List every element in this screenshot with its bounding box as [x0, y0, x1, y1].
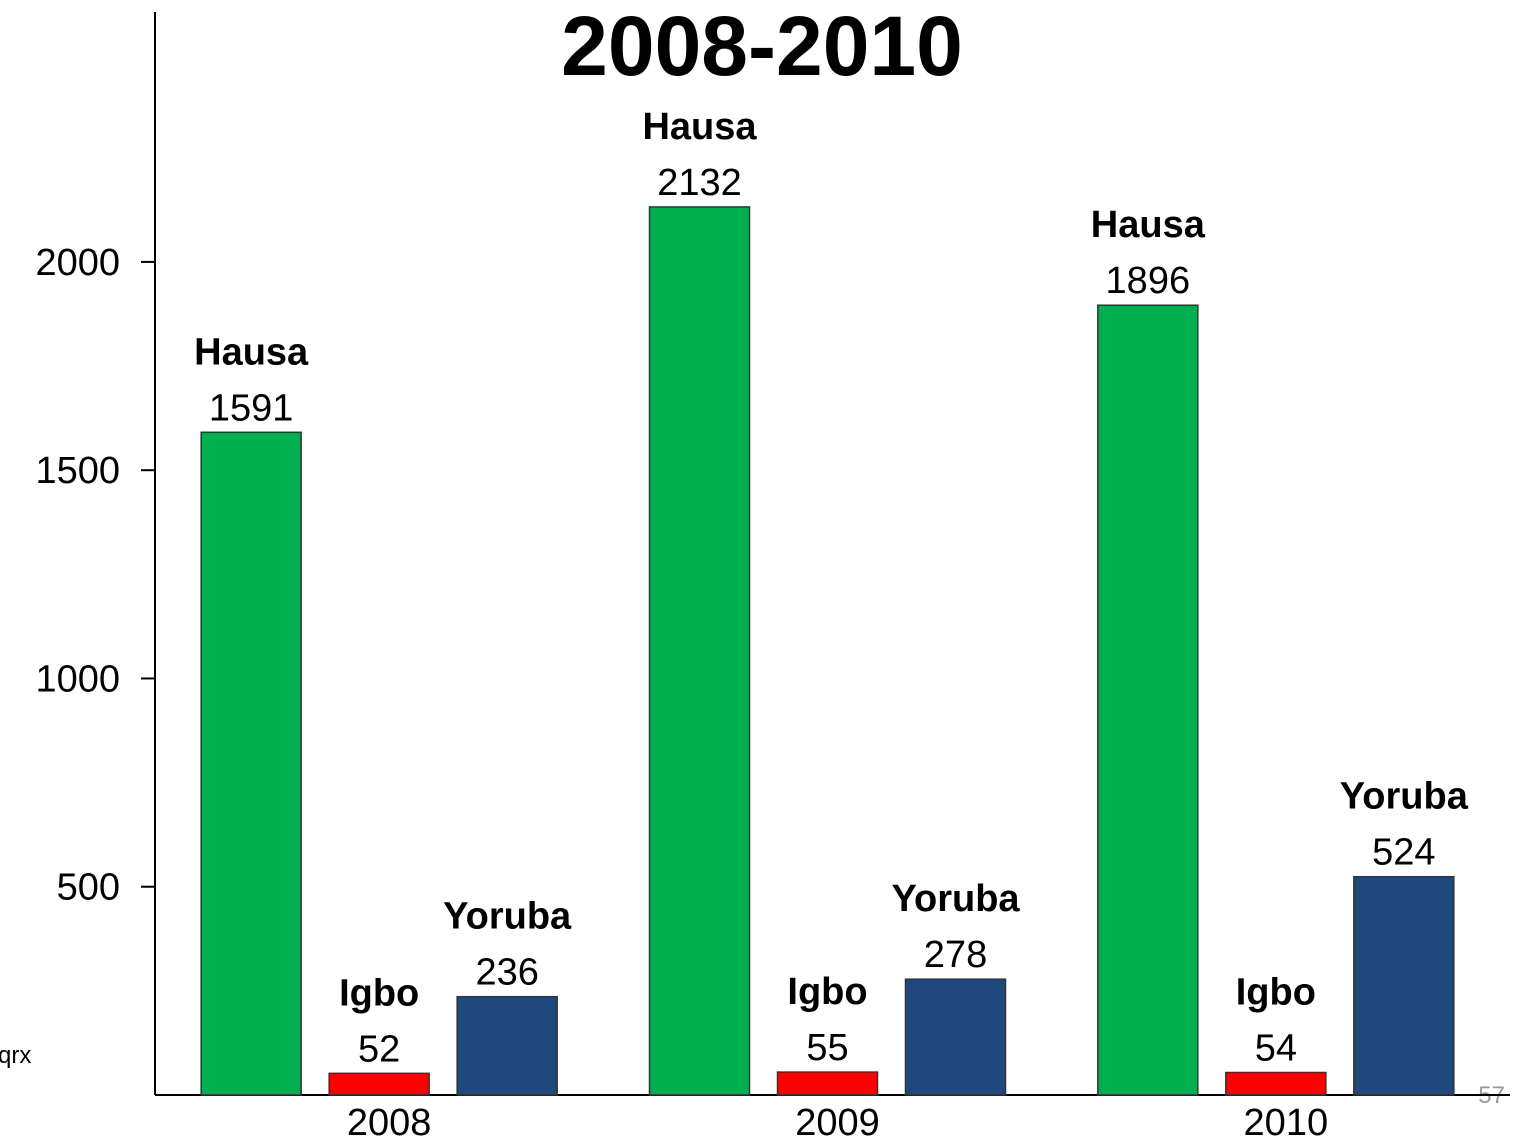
value-label: 278: [924, 934, 987, 976]
value-label: 54: [1255, 1028, 1297, 1070]
footer-text: qrx: [0, 1042, 31, 1069]
x-tick-label: 2008: [347, 1102, 432, 1141]
y-tick-label: 1500: [35, 450, 120, 492]
value-label: 1896: [1106, 260, 1191, 302]
x-tick-label: 2010: [1244, 1102, 1329, 1141]
series-label: Igbo: [787, 971, 867, 1013]
chart-title: 2008-2010: [561, 0, 963, 93]
value-label: 55: [806, 1027, 848, 1069]
value-label: 2132: [657, 162, 742, 204]
bar: [1225, 1071, 1327, 1096]
bar: [1097, 304, 1199, 1096]
bar: [648, 206, 751, 1096]
bar: [328, 1072, 430, 1096]
value-label: 524: [1372, 832, 1435, 874]
series-label: Hausa: [642, 106, 757, 148]
series-label: Yoruba: [443, 896, 572, 938]
x-tick-label: 2009: [795, 1102, 880, 1141]
bar: [904, 978, 1007, 1096]
y-tick-label: 2000: [35, 242, 120, 284]
y-tick-label: 500: [57, 867, 120, 909]
series-label: Hausa: [1091, 204, 1206, 246]
bar: [456, 995, 558, 1096]
bar: [200, 431, 302, 1096]
value-label: 52: [358, 1028, 400, 1070]
y-tick-label: 1000: [35, 658, 120, 700]
series-label: Yoruba: [891, 878, 1020, 920]
bar: [776, 1071, 879, 1096]
bar: [1353, 875, 1455, 1096]
series-label: Hausa: [194, 331, 309, 373]
series-label: Igbo: [1236, 972, 1316, 1014]
value-label: 1591: [209, 387, 294, 429]
series-label: Yoruba: [1340, 776, 1469, 818]
series-label: Igbo: [339, 972, 419, 1014]
value-label: 236: [475, 952, 538, 994]
